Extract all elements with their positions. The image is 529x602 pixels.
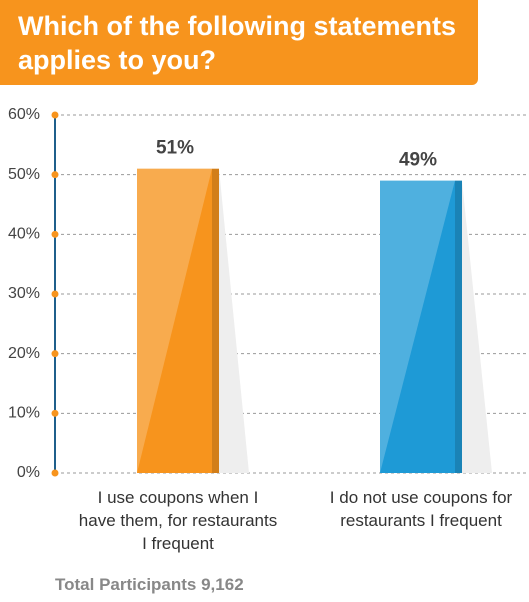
tick-dot <box>51 350 59 358</box>
title-box: Which of the following statements applie… <box>0 0 478 85</box>
tick-dot <box>51 230 59 238</box>
value-label: 51% <box>156 138 194 159</box>
tick-dot <box>51 171 59 179</box>
x-tick-label: I use coupons when I have them, for rest… <box>78 488 278 553</box>
bar-highlight <box>380 180 455 473</box>
bar-side <box>455 180 462 473</box>
tick-dot <box>51 469 59 477</box>
value-label: 49% <box>399 150 437 171</box>
y-tick-label: 20% <box>8 345 40 362</box>
bar-highlight <box>137 168 212 473</box>
footer: Total Participants 9,162 <box>55 575 244 594</box>
bar <box>380 180 455 473</box>
y-tick-label: 50% <box>8 166 40 183</box>
y-tick-label: 0% <box>17 464 40 481</box>
chart-title: Which of the following statements applie… <box>18 11 456 75</box>
x-tick-label: I do not use coupons for restaurants I f… <box>329 488 513 530</box>
y-tick-label: 30% <box>8 285 40 302</box>
bar-shadow <box>219 168 249 473</box>
bar <box>137 168 212 473</box>
bar-side <box>212 168 219 473</box>
bar-shadow <box>462 180 492 473</box>
tick-dot <box>51 111 59 119</box>
tick-dot <box>51 290 59 298</box>
y-tick-label: 40% <box>8 226 40 243</box>
y-tick-label: 10% <box>8 405 40 422</box>
tick-dot <box>51 409 59 417</box>
y-tick-label: 60% <box>8 106 40 123</box>
